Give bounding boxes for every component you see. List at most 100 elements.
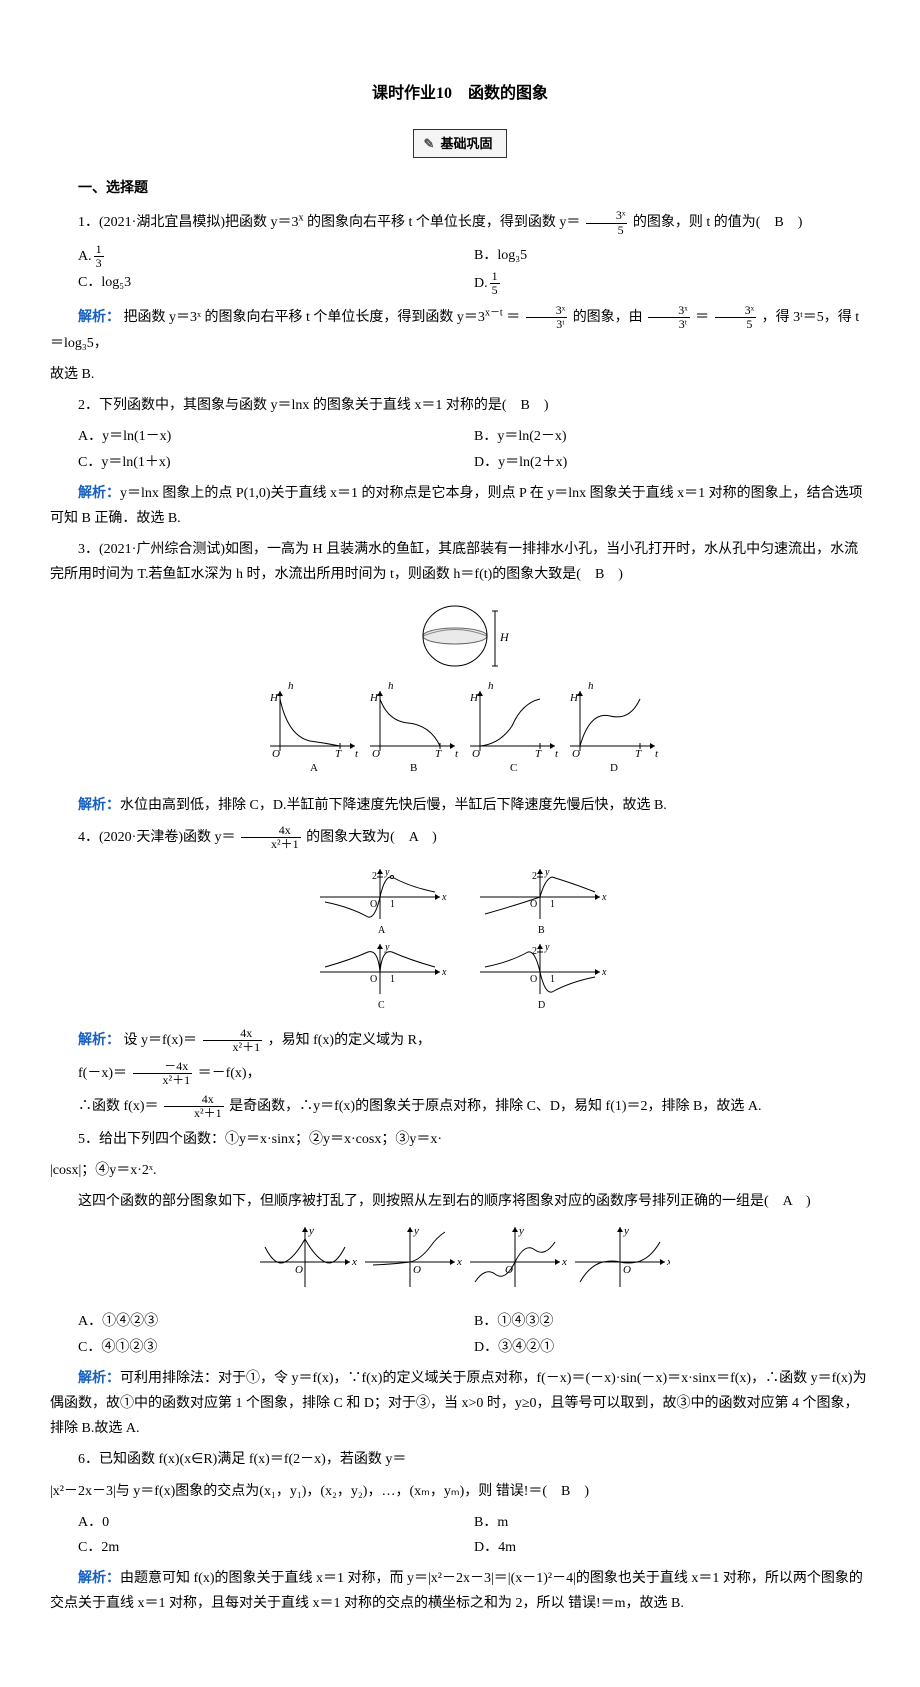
q4-analysis-3: ∴函数 f(x)＝ 4xx²＋1 是奇函数，∴y＝f(x)的图象关于原点对称，排… [50,1093,870,1120]
f: 3ˣ [715,304,756,318]
q3-label-B: B [410,762,417,774]
f: x²＋1 [241,838,301,851]
q4-stem: 4．(2020·天津卷)函数 y＝ 4xx²＋1 的图象大致为( A ) [50,824,870,851]
q1-frac-den: 5 [586,224,627,237]
f: 3ˣ [526,304,567,318]
q6-analysis: 解析：由题意可知 f(x)的图象关于直线 x＝1 对称，而 y＝|x²－2x－3… [50,1566,870,1616]
svg-text:t: t [555,748,559,760]
svg-text:O: O [572,748,580,760]
q4-figure: O1x 2y A O1x 2y B O1x y C O1x [50,859,870,1018]
analysis-label: 解析： [78,798,120,813]
svg-text:H: H [469,692,479,704]
label-H: H [499,630,510,644]
svg-text:2: 2 [372,871,377,882]
q2-optB: B．y＝ln(2－x) [474,424,870,449]
svg-text:x: x [601,892,607,903]
svg-text:O: O [530,899,537,910]
f: 4x [164,1093,224,1107]
t: ＝－f(x)， [198,1066,261,1081]
q5-figure: Oyx Oyx Oyx Oyx [50,1222,870,1301]
q3-svg: H Hh OTt A Hh OTt B [240,596,680,776]
badge-text: 基础巩固 [440,136,492,151]
q5-optB: B．①④③② [474,1309,870,1334]
svg-text:O: O [370,899,377,910]
q2-optA: A．y＝ln(1－x) [78,424,474,449]
svg-text:O: O [623,1264,631,1276]
q2-optD: D．y＝ln(2＋x) [474,450,870,475]
f: 3ˣ [648,304,689,318]
t: f(－x)＝ [78,1066,127,1081]
svg-text:t: t [655,748,659,760]
q5-analysis: 解析：可利用排除法：对于①，令 y＝f(x)，∵f(x)的定义域关于原点对称，f… [50,1366,870,1442]
q6-stem2: |x²－2x－3|与 y＝f(x)图象的交点为(x₁，y₁)，(x₂，y₂)，…… [50,1479,870,1504]
q4-label-C: C [378,1000,385,1009]
q5-svg: Oyx Oyx Oyx Oyx [250,1222,670,1292]
q1-optA-label: A. [78,249,92,264]
q6-options: A．0 B．m C．2m D．4m [50,1510,870,1560]
svg-text:x: x [561,1256,567,1268]
q2-ana-text: y＝lnx 图象上的点 P(1,0)关于直线 x＝1 的对称点是它本身，则点 P… [50,486,863,526]
svg-text:T: T [535,748,542,760]
svg-text:T: T [635,748,642,760]
svg-text:H: H [369,692,379,704]
svg-text:1: 1 [390,899,395,910]
q1-ana-c: 的图象，由 [573,309,643,324]
svg-text:O: O [372,748,380,760]
svg-text:h: h [588,680,594,692]
f: 4x [203,1027,263,1041]
q1-optD-num: 1 [490,270,500,284]
svg-text:y: y [413,1225,419,1237]
svg-text:O: O [472,748,480,760]
q1-optA: A.13 [78,243,474,270]
svg-text:x: x [441,967,447,978]
q3-ana-text: 水位由高到低，排除 C，D.半缸前下降速度先快后慢，半缸后下降速度先慢后快，故选… [120,798,667,813]
pencil-icon: ✎ [424,132,435,155]
svg-text:O: O [295,1264,303,1276]
analysis-label: 解析： [78,309,120,324]
analysis-label: 解析： [78,486,120,501]
t: 设 y＝f(x)＝ [124,1032,198,1047]
f: 4x [241,824,301,838]
q6-optA: A．0 [78,1510,474,1535]
section-heading-1: 一、选择题 [50,176,870,201]
q3-label-D: D [610,762,618,774]
q1-analysis-end: 故选 B. [50,362,870,387]
svg-text:1: 1 [390,974,395,985]
q1-optD: D.15 [474,270,870,297]
svg-text:h: h [288,680,294,692]
q6-optC: C．2m [78,1535,474,1560]
q5-stem3: 这四个函数的部分图象如下，但顺序被打乱了，则按照从左到右的顺序将图象对应的函数序… [50,1189,870,1214]
svg-text:O: O [272,748,280,760]
q1-stem-a: 1．(2021·湖北宜昌模拟)把函数 y＝3 [78,215,299,230]
f: 3ᵗ [648,318,689,331]
f: x²＋1 [203,1041,263,1054]
q1-ana-d: ＝ [695,309,709,324]
svg-text:y: y [384,867,390,878]
f: 3ᵗ [526,318,567,331]
q5-optC: C．④①②③ [78,1335,474,1360]
q4-stem-b: 的图象大致为( A ) [306,830,437,845]
analysis-label: 解析： [78,1032,120,1047]
t: ，易知 f(x)的定义域为 R， [268,1032,431,1047]
q3-figure: H Hh OTt A Hh OTt B [50,596,870,785]
q2-options: A．y＝ln(1－x) B．y＝ln(2－x) C．y＝ln(1＋x) D．y＝… [50,424,870,474]
q6-optD: D．4m [474,1535,870,1560]
q4-analysis-1: 解析： 设 y＝f(x)＝ 4xx²＋1 ，易知 f(x)的定义域为 R， [50,1027,870,1054]
svg-text:y: y [544,942,550,953]
svg-text:2: 2 [532,871,537,882]
q1-frac: 3ˣ5 [586,209,627,236]
q1-optA-num: 1 [94,243,104,257]
svg-text:y: y [544,867,550,878]
q1-optB: B．log₃5 [474,243,870,270]
q1-optD-den: 5 [490,284,500,297]
q1-frac-num: 3ˣ [586,209,627,223]
q5-stem2: |cosx|；④y＝x·2ˣ. [50,1158,870,1183]
q1-stem-b: 的图象向右平移 t 个单位长度，得到函数 y＝ [304,215,581,230]
q3-stem: 3．(2021·广州综合测试)如图，一高为 H 且装满水的鱼缸，其底部装有一排排… [50,537,870,587]
q6-ana-text: 由题意可知 f(x)的图象关于直线 x＝1 对称，而 y＝|x²－2x－3|＝|… [50,1571,863,1611]
q1-stem-c: 的图象，则 t 的值为( B ) [633,215,803,230]
q1-ana-b: ＝ [506,309,520,324]
svg-text:1: 1 [550,974,555,985]
svg-text:h: h [488,680,494,692]
q4-svg: O1x 2y A O1x 2y B O1x y C O1x [300,859,620,1009]
